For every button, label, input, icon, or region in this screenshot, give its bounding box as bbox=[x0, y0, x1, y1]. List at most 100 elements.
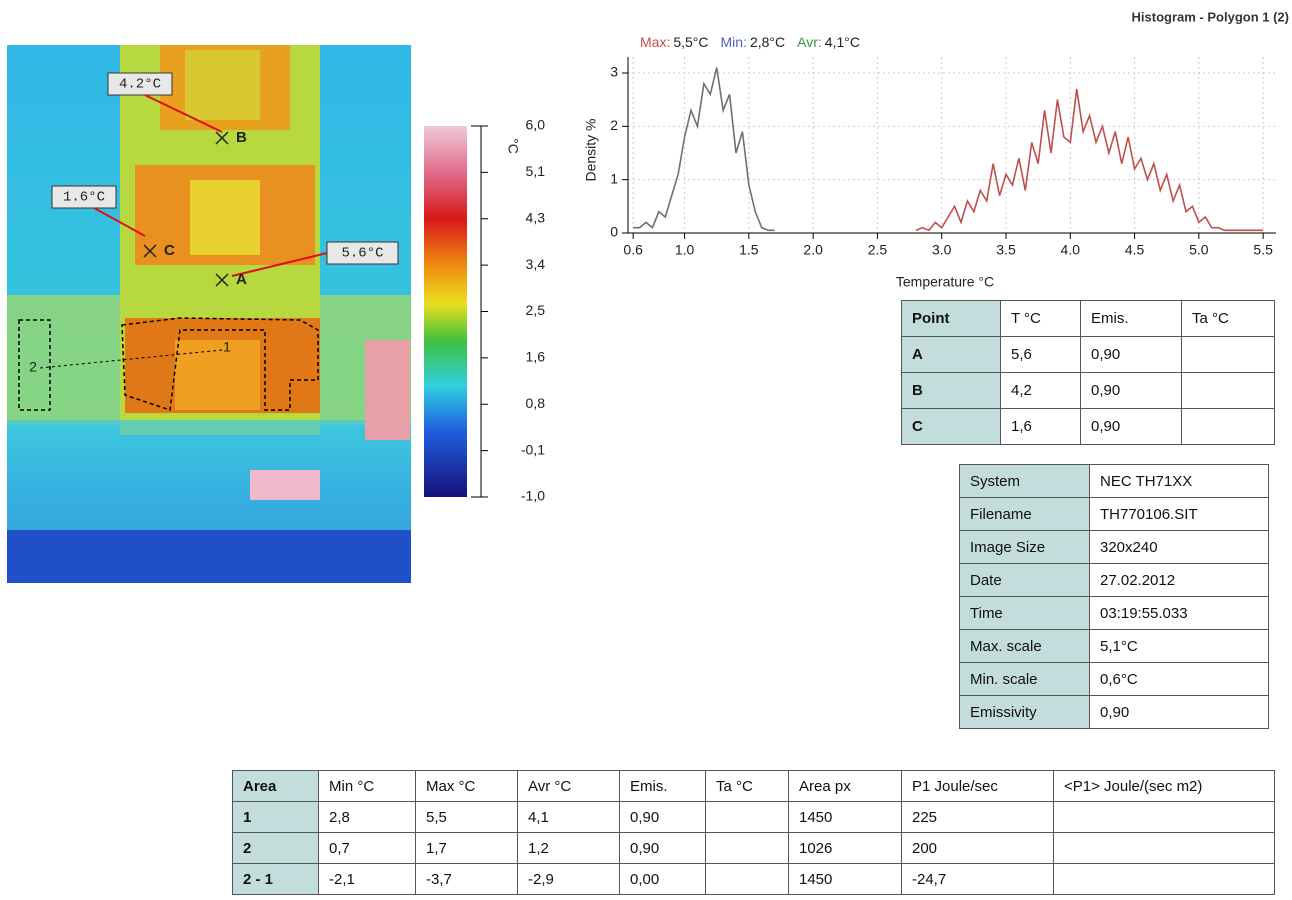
color-scale bbox=[424, 126, 467, 497]
x-tick-label: 1.0 bbox=[675, 242, 695, 258]
railing bbox=[7, 420, 411, 530]
table-cell: Max. scale bbox=[960, 630, 1090, 663]
scale-label: 0,8 bbox=[526, 395, 546, 411]
scale-bracket bbox=[471, 126, 481, 497]
y-tick-label: 3 bbox=[610, 64, 618, 80]
table-cell bbox=[1054, 864, 1275, 895]
x-tick-label: 0.6 bbox=[623, 242, 643, 258]
y-tick-label: 0 bbox=[610, 224, 618, 240]
x-tick-label: 2.5 bbox=[868, 242, 888, 258]
table-row: Date27.02.2012 bbox=[960, 564, 1269, 597]
histogram-line bbox=[633, 68, 774, 231]
table-cell: 225 bbox=[902, 802, 1054, 833]
table-cell: B bbox=[902, 373, 1001, 409]
stat-value: 5,5°C bbox=[673, 34, 708, 50]
table-cell: 1 bbox=[233, 802, 319, 833]
page: Thermal report {"report_title": "Histogr… bbox=[0, 0, 1292, 900]
y-tick-label: 2 bbox=[610, 117, 618, 133]
callout-label: 4.2°C bbox=[119, 77, 161, 93]
scale-label: 6,0 bbox=[526, 117, 546, 133]
window-pane bbox=[190, 180, 260, 255]
header-cell: Area bbox=[233, 771, 319, 802]
stat-value: 4,1°C bbox=[825, 34, 860, 50]
x-tick-label: 5.0 bbox=[1189, 242, 1209, 258]
scale-unit: °C bbox=[505, 138, 521, 154]
header-cell: T °C bbox=[1001, 301, 1081, 337]
scale-label: 1,6 bbox=[526, 349, 546, 365]
table-cell: -2,1 bbox=[319, 864, 416, 895]
table-cell: 0,90 bbox=[1081, 373, 1182, 409]
window-pane bbox=[185, 50, 260, 120]
table-cell: 5,6 bbox=[1001, 337, 1081, 373]
header-cell: P1 Joule/sec bbox=[902, 771, 1054, 802]
histogram-line bbox=[916, 89, 1263, 230]
callout-label: 5.6°C bbox=[341, 246, 383, 262]
table-cell: 0,90 bbox=[1081, 337, 1182, 373]
table-row: Min. scale0,6°C bbox=[960, 663, 1269, 696]
table-cell: -3,7 bbox=[416, 864, 518, 895]
table-cell: 1,6 bbox=[1001, 409, 1081, 445]
table-cell: Image Size bbox=[960, 531, 1090, 564]
table-cell: 03:19:55.033 bbox=[1090, 597, 1269, 630]
x-tick-label: 3.0 bbox=[932, 242, 952, 258]
table-cell: 0,90 bbox=[1081, 409, 1182, 445]
table-cell: 4,2 bbox=[1001, 373, 1081, 409]
hot-spot bbox=[365, 340, 410, 440]
table-cell bbox=[1182, 373, 1275, 409]
scale-label: 2,5 bbox=[526, 302, 546, 318]
info-table: SystemNEC TH71XXFilenameTH770106.SITImag… bbox=[959, 464, 1269, 729]
table-cell: 2 - 1 bbox=[233, 864, 319, 895]
table-cell bbox=[1182, 337, 1275, 373]
header-cell: Area px bbox=[789, 771, 902, 802]
header-cell: Emis. bbox=[1081, 301, 1182, 337]
point-label: C bbox=[164, 242, 175, 259]
header-cell: Ta °C bbox=[1182, 301, 1275, 337]
header-cell: Emis. bbox=[620, 771, 706, 802]
window-pane bbox=[175, 340, 260, 410]
table-cell: 0,7 bbox=[319, 833, 416, 864]
table-cell: -24,7 bbox=[902, 864, 1054, 895]
table-cell: C bbox=[902, 409, 1001, 445]
table-cell: 0,90 bbox=[1090, 696, 1269, 729]
table-body: SystemNEC TH71XXFilenameTH770106.SITImag… bbox=[960, 465, 1269, 729]
scale-label: 5,1 bbox=[526, 163, 546, 179]
table-cell: 0,6°C bbox=[1090, 663, 1269, 696]
hot-spot bbox=[250, 470, 320, 500]
header-cell: Point bbox=[902, 301, 1001, 337]
table-cell: 320x240 bbox=[1090, 531, 1269, 564]
table-cell bbox=[1054, 802, 1275, 833]
callout-label: 1.6°C bbox=[63, 190, 105, 206]
y-tick-label: 1 bbox=[610, 170, 618, 186]
x-tick-label: 4.0 bbox=[1061, 242, 1081, 258]
x-tick-label: 1.5 bbox=[739, 242, 759, 258]
table-row: Image Size320x240 bbox=[960, 531, 1269, 564]
table-cell: 0,90 bbox=[620, 833, 706, 864]
scale-label: -1,0 bbox=[521, 488, 545, 504]
stat-label: Min: bbox=[721, 34, 747, 50]
table-cell: 0,00 bbox=[620, 864, 706, 895]
scale-label: -0,1 bbox=[521, 441, 545, 457]
header-cell: Min °C bbox=[319, 771, 416, 802]
ground bbox=[7, 530, 411, 583]
table-cell bbox=[1054, 833, 1275, 864]
table-cell: 1026 bbox=[789, 833, 902, 864]
table-cell: Filename bbox=[960, 498, 1090, 531]
table-cell: Min. scale bbox=[960, 663, 1090, 696]
stat-label: Max: bbox=[640, 34, 670, 50]
table-row: Max. scale5,1°C bbox=[960, 630, 1269, 663]
table-cell: NEC TH71XX bbox=[1090, 465, 1269, 498]
table-cell: A bbox=[902, 337, 1001, 373]
table-cell bbox=[706, 802, 789, 833]
table-cell: 0,90 bbox=[620, 802, 706, 833]
table-cell: 2 bbox=[233, 833, 319, 864]
x-tick-label: 2.0 bbox=[803, 242, 823, 258]
table-cell: Time bbox=[960, 597, 1090, 630]
